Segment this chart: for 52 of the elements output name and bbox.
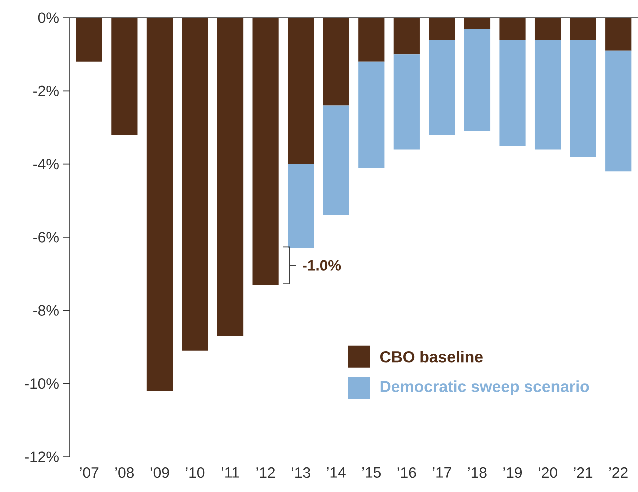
bar <box>323 106 350 216</box>
bar <box>76 18 102 62</box>
x-tick-label: ’21 <box>574 468 593 478</box>
y-tick-label: -12% <box>25 452 59 462</box>
x-tick-label: ’11 <box>222 468 240 478</box>
x-tick-label: ’07 <box>80 468 99 478</box>
x-tick-label: ’16 <box>398 468 416 478</box>
bar <box>429 40 456 136</box>
x-tick-label: ’15 <box>362 468 381 478</box>
x-tick-label: ’17 <box>433 468 452 478</box>
bar <box>606 18 632 51</box>
bar <box>323 18 350 106</box>
bar <box>394 54 420 150</box>
bar <box>534 18 562 40</box>
x-tick-label: ’08 <box>116 468 134 478</box>
x-tick-label: ’12 <box>256 468 276 478</box>
y-tick-label: -2% <box>34 86 59 96</box>
legend-label: CBO baseline <box>380 351 483 363</box>
legend-label: Democratic sweep scenario <box>380 380 590 396</box>
bar <box>252 18 279 286</box>
bar <box>606 50 632 172</box>
bar <box>429 18 456 40</box>
y-tick-label: 0% <box>38 12 59 24</box>
bar <box>112 18 138 136</box>
bar <box>358 18 385 62</box>
y-tick-label: -8% <box>34 305 59 316</box>
x-tick-label: ’14 <box>327 468 346 478</box>
x-tick-label: ’18 <box>468 468 487 478</box>
bar <box>534 40 562 150</box>
bar <box>358 62 385 168</box>
bar <box>182 18 208 351</box>
bar <box>570 40 596 158</box>
x-tick-label: ’09 <box>150 468 170 478</box>
bar <box>464 28 491 132</box>
y-tick-label: -4% <box>34 159 59 170</box>
bar <box>570 18 596 40</box>
y-tick-label: -10% <box>25 378 59 390</box>
bar <box>288 164 314 248</box>
bar <box>288 18 314 164</box>
bar <box>217 18 244 336</box>
bar <box>146 18 174 392</box>
x-tick-label: ’22 <box>610 468 628 478</box>
annotation: -1.0% <box>303 260 342 271</box>
x-tick-label: ’13 <box>292 468 310 478</box>
bar <box>394 18 420 55</box>
bar <box>464 18 491 29</box>
x-tick-label: ’10 <box>186 468 205 478</box>
bar <box>500 40 526 146</box>
y-tick-label: -6% <box>34 232 59 243</box>
x-tick-label: ’19 <box>504 468 522 478</box>
bar <box>500 18 526 40</box>
x-tick-label: ’20 <box>538 468 558 478</box>
